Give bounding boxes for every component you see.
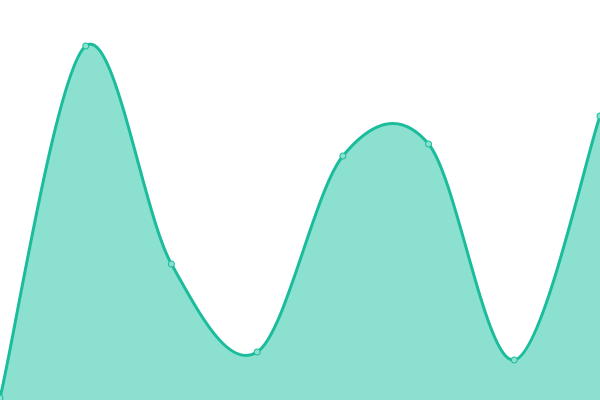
data-points <box>0 42 600 400</box>
data-point-3 <box>253 348 261 356</box>
area-fill <box>0 44 600 400</box>
data-point-6 <box>510 356 518 364</box>
data-point-0 <box>0 394 4 400</box>
data-point-4 <box>339 152 347 160</box>
data-point-2 <box>167 260 175 268</box>
data-point-1 <box>82 42 90 50</box>
data-point-5 <box>425 140 433 148</box>
data-point-7 <box>596 112 600 120</box>
